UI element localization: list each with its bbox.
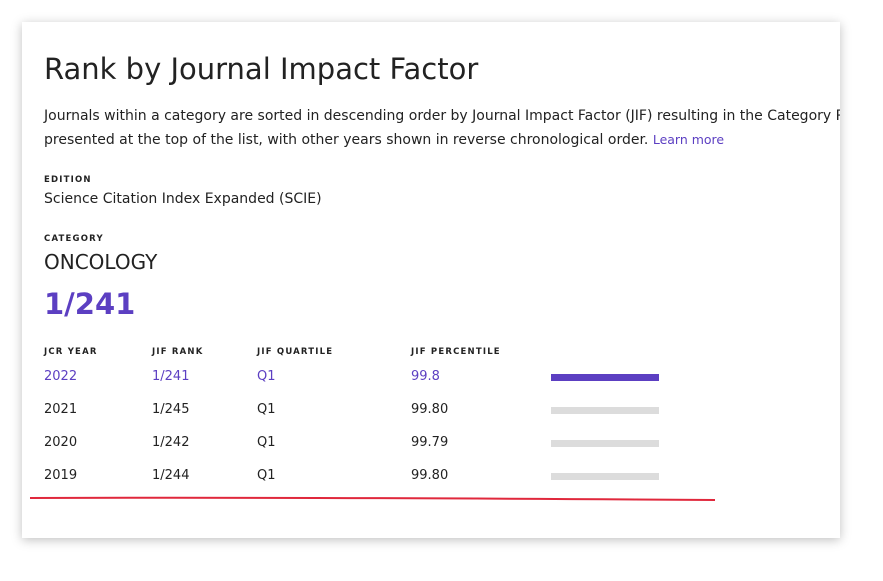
table-cell: 2022 (44, 369, 78, 384)
table-cell: 1/245 (152, 402, 190, 417)
table-cell: 1/242 (152, 435, 190, 450)
table-cell: 2021 (44, 402, 78, 417)
column-header: JCR YEAR (44, 347, 98, 357)
title: Rank by Journal Impact Factor (44, 52, 479, 86)
percentile-bar (551, 407, 659, 414)
table-cell: 99.79 (411, 435, 449, 450)
edition-value: Science Citation Index Expanded (SCIE) (44, 191, 322, 207)
edition-label: EDITION (44, 175, 92, 185)
description: presented at the top of the list, with o… (44, 132, 724, 148)
card: Rank by Journal Impact Factor Journals w… (22, 22, 840, 538)
table-cell: 1/244 (152, 468, 190, 483)
column-header: JIF PERCENTILE (411, 347, 501, 357)
category-label: CATEGORY (44, 234, 104, 244)
percentile-bar (551, 473, 659, 480)
column-header: JIF QUARTILE (257, 347, 334, 357)
column-header: JIF RANK (152, 347, 204, 357)
learn-more-link[interactable]: Learn more (652, 132, 725, 147)
table-cell: 2020 (44, 435, 78, 450)
table-cell: Q1 (257, 402, 276, 417)
description: Journals within a category are sorted in… (44, 108, 840, 124)
rank: 1/241 (44, 287, 136, 321)
table-cell: Q1 (257, 369, 276, 384)
table-cell: 99.80 (411, 402, 449, 417)
table-cell: 1/241 (152, 369, 190, 384)
description: presented at the top of the list, with o… (44, 132, 649, 148)
table-cell: Q1 (257, 435, 276, 450)
table-cell: Q1 (257, 468, 276, 483)
table-cell: 99.80 (411, 468, 449, 483)
percentile-bar (551, 374, 659, 381)
table-cell: 99.8 (411, 369, 440, 384)
percentile-bar (551, 440, 659, 447)
category-value: ONCOLOGY (44, 250, 158, 274)
table-cell: 2019 (44, 468, 78, 483)
